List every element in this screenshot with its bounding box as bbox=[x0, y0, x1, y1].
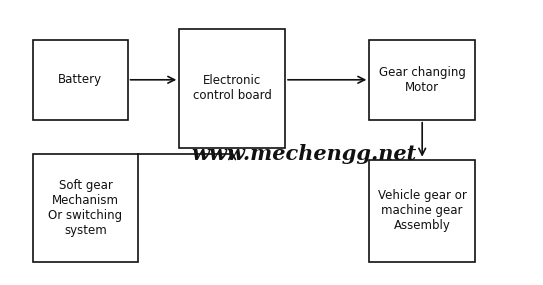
Bar bbox=[33, 40, 128, 120]
Text: Gear changing
Motor: Gear changing Motor bbox=[379, 66, 465, 94]
Text: Electronic
control board: Electronic control board bbox=[193, 74, 272, 102]
Bar bbox=[369, 160, 475, 262]
Text: Battery: Battery bbox=[58, 73, 102, 86]
Text: Soft gear
Mechanism
Or switching
system: Soft gear Mechanism Or switching system bbox=[48, 179, 123, 237]
Text: www.mechengg.net: www.mechengg.net bbox=[192, 144, 416, 164]
Bar bbox=[369, 40, 475, 120]
Bar bbox=[179, 28, 285, 148]
Text: Vehicle gear or
machine gear
Assembly: Vehicle gear or machine gear Assembly bbox=[378, 190, 466, 232]
Bar bbox=[33, 154, 138, 262]
